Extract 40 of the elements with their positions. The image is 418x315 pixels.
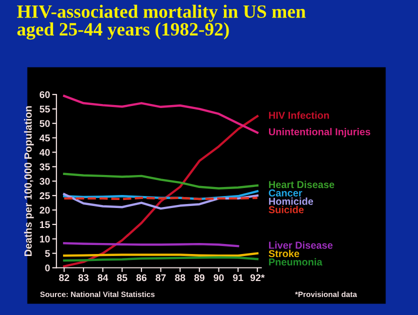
line-series	[63, 94, 258, 134]
x-tick-label: 90	[214, 274, 224, 282]
text: Liver Disease	[269, 241, 333, 249]
y-tick-label: 50	[40, 120, 50, 127]
y-tick-label: 10	[40, 236, 50, 242]
x-tick-label: 88	[174, 274, 186, 282]
series-label: Unintentional Injuries	[269, 128, 370, 138]
x-tick-label: 87	[156, 274, 166, 282]
x-tick-label: 82	[59, 274, 70, 282]
chart-title: HIV-associated mortality in US men aged 25-44 years (1982-92)	[17, 4, 306, 40]
x-tick-label: 86	[136, 274, 147, 282]
line-series	[63, 172, 258, 190]
series-label: Pneumonia	[269, 258, 322, 266]
series-label: HIV Infection	[269, 111, 329, 119]
series-label: Suicide	[268, 206, 304, 214]
x-tick-label: 83	[78, 274, 89, 282]
y-tick-label: 5	[45, 250, 50, 257]
x-tick-label: 89	[194, 274, 204, 282]
y-tick-label: 20	[40, 206, 50, 214]
x-tick-label: 85	[117, 274, 128, 282]
y-tick-label: 0	[45, 264, 50, 272]
x-tick-label: 84	[98, 274, 108, 282]
series-label: Cancer	[268, 189, 302, 197]
y-tick-label: 15	[40, 221, 50, 228]
y-tick-label: 30	[40, 178, 50, 185]
x-tick-label: 92*	[250, 274, 265, 282]
series-label: Homicide	[269, 198, 314, 205]
y-axis-title: Deaths per 100,000 Population	[24, 106, 34, 256]
y-tick-label: 40	[40, 148, 50, 156]
line-series	[63, 115, 258, 268]
series-label: Stroke	[268, 250, 300, 258]
y-tick-label: 60	[40, 91, 50, 98]
y-tick-label: 25	[40, 192, 50, 200]
line-series	[63, 190, 258, 200]
series-label: Heart Disease	[269, 180, 334, 188]
y-tick-label: 35	[40, 163, 50, 170]
y-tick-label: 55	[40, 106, 50, 113]
x-tick-label: 91	[232, 274, 244, 282]
y-tick-label: 45	[40, 134, 50, 142]
line-series	[63, 193, 258, 210]
